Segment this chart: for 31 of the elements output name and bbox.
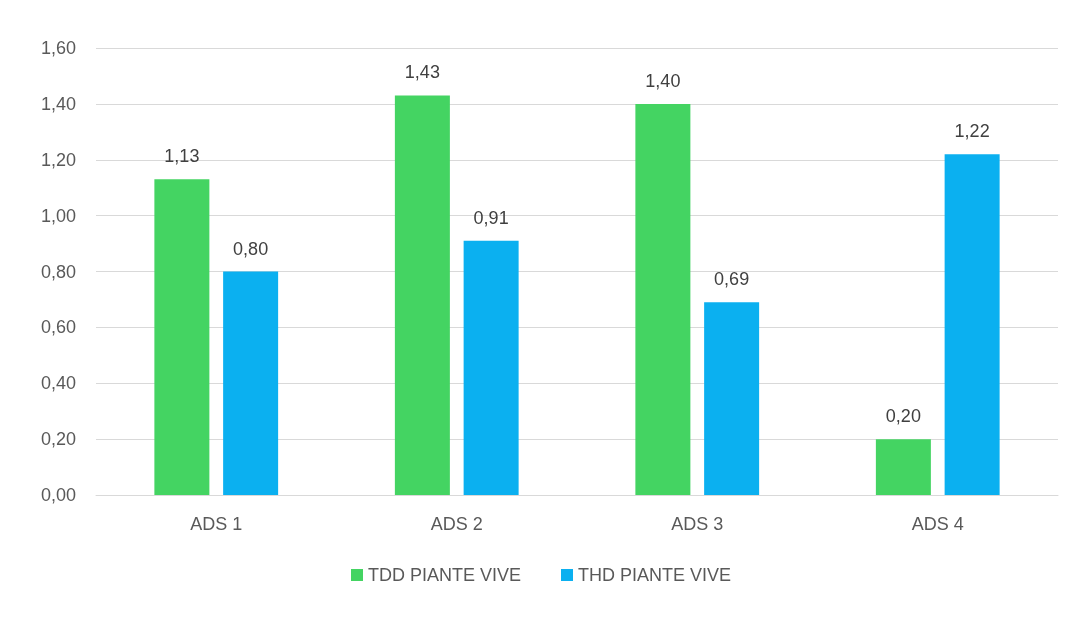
legend-label: THD PIANTE VIVE bbox=[578, 565, 732, 585]
legend-label: TDD PIANTE VIVE bbox=[367, 565, 521, 585]
data-label: 0,20 bbox=[885, 406, 921, 427]
data-label: 0,69 bbox=[714, 269, 750, 290]
y-tick-label: 1,20 bbox=[40, 149, 76, 170]
y-tick-label: 0,20 bbox=[40, 429, 76, 450]
bar bbox=[154, 179, 210, 495]
data-label: 0,91 bbox=[473, 207, 509, 228]
data-label: 0,80 bbox=[233, 238, 269, 259]
y-tick-label: 1,60 bbox=[40, 38, 76, 58]
x-tick-label: ADS 1 bbox=[190, 514, 243, 534]
y-tick-label: 0,00 bbox=[40, 485, 76, 505]
data-label: 1,13 bbox=[164, 146, 200, 167]
y-tick-label: 0,80 bbox=[40, 261, 76, 282]
bar bbox=[635, 103, 691, 495]
x-tick-label: ADS 2 bbox=[430, 514, 483, 534]
data-label: 1,22 bbox=[954, 121, 990, 142]
data-label: 1,40 bbox=[645, 70, 681, 91]
x-tick-label: ADS 3 bbox=[671, 514, 724, 534]
y-tick-label: 1,00 bbox=[40, 205, 76, 226]
bar bbox=[463, 240, 519, 495]
bar bbox=[223, 271, 279, 495]
bar bbox=[875, 439, 931, 495]
bar bbox=[704, 302, 760, 495]
y-tick-label: 0,60 bbox=[40, 317, 76, 338]
y-tick-label: 0,40 bbox=[40, 373, 76, 394]
data-label: 1,43 bbox=[404, 62, 440, 83]
y-tick-label: 1,40 bbox=[40, 93, 76, 114]
x-tick-label: ADS 4 bbox=[911, 514, 964, 534]
bar bbox=[944, 154, 1000, 495]
bar bbox=[394, 95, 450, 495]
